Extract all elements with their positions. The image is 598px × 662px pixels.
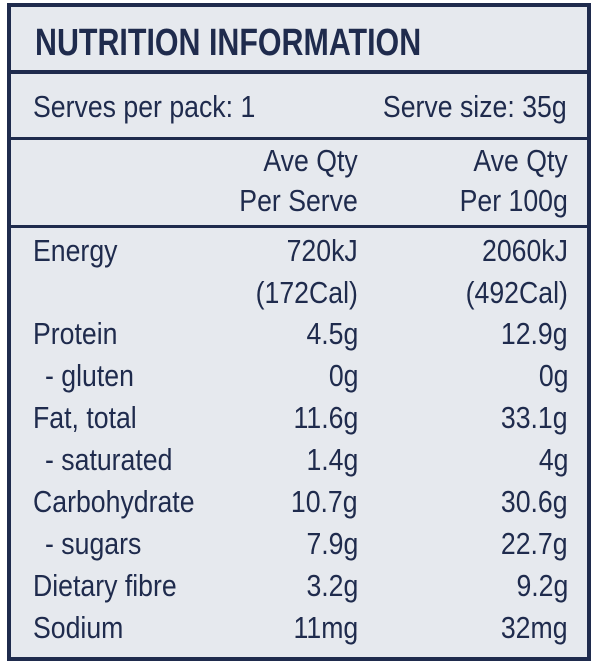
- cell-value: 0g: [328, 358, 358, 393]
- row-label: Fat, total: [33, 400, 137, 435]
- divider: [11, 137, 587, 140]
- row-label: Energy: [33, 233, 118, 268]
- cell-value: 0g: [538, 358, 568, 393]
- row-label: - sugars: [45, 526, 142, 561]
- cell-value: 720kJ: [286, 233, 358, 268]
- row-label: - saturated: [45, 442, 173, 477]
- cell-value: 12.9g: [501, 316, 568, 351]
- column-header: Per 100g: [459, 183, 568, 218]
- servings-per-pack: Serves per pack: 1: [33, 89, 256, 124]
- cell-value: 30.6g: [501, 484, 568, 519]
- cell-value: 2060kJ: [482, 233, 568, 268]
- row-label: Dietary fibre: [33, 568, 177, 603]
- row-label: Sodium: [33, 610, 124, 645]
- cell-value: 3.2g: [306, 568, 358, 603]
- cell-value: 33.1g: [501, 400, 568, 435]
- title: NUTRITION INFORMATION: [35, 22, 422, 64]
- cell-value: 22.7g: [501, 526, 568, 561]
- cell-value: 10.7g: [291, 484, 358, 519]
- cell-value: 32mg: [501, 610, 568, 645]
- row-label: Protein: [33, 316, 118, 351]
- row-label: Carbohydrate: [33, 484, 195, 519]
- divider: [11, 225, 587, 228]
- cell-value: 7.9g: [306, 526, 358, 561]
- cell-value: (172Cal): [255, 275, 358, 310]
- cell-value: 4g: [538, 442, 568, 477]
- nutrition-panel: NUTRITION INFORMATION Serves per pack: 1…: [7, 3, 591, 661]
- row-label: - gluten: [45, 358, 134, 393]
- column-header: Ave Qty: [473, 143, 568, 178]
- cell-value: 11mg: [293, 610, 358, 645]
- cell-value: 4.5g: [306, 316, 358, 351]
- serve-size: Serve size: 35g: [383, 89, 567, 124]
- cell-value: 1.4g: [306, 442, 358, 477]
- cell-value: (492Cal): [465, 275, 568, 310]
- divider: [11, 70, 587, 74]
- cell-value: 9.2g: [516, 568, 568, 603]
- column-header: Per Serve: [239, 183, 358, 218]
- cell-value: 11.6g: [293, 400, 358, 435]
- column-header: Ave Qty: [263, 143, 358, 178]
